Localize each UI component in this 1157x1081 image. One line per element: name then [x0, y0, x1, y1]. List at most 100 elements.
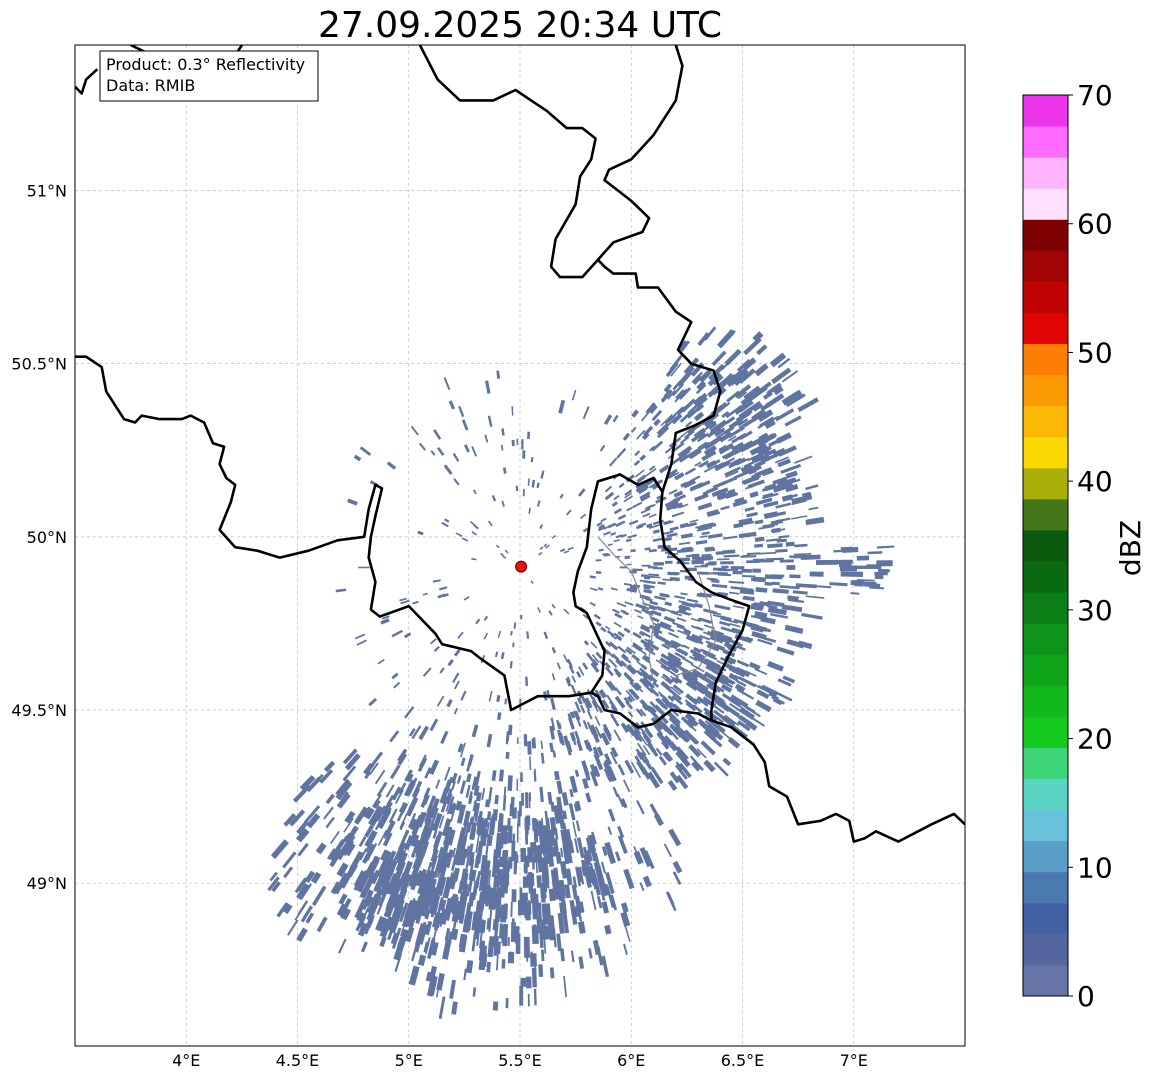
echo-cell	[560, 860, 568, 879]
echo-cell	[437, 593, 446, 599]
echo-cell	[630, 426, 637, 433]
echo-cell	[697, 480, 711, 489]
echo-cell	[774, 408, 795, 422]
echo-cell	[450, 928, 459, 941]
echo-cell	[483, 615, 489, 621]
echo-cell	[632, 729, 643, 743]
echo-cell	[339, 834, 356, 855]
echo-cell	[675, 474, 685, 481]
echo-cell	[769, 352, 787, 368]
echo-cell	[726, 370, 745, 387]
echo-cell	[569, 775, 578, 794]
echo-cell	[588, 948, 593, 959]
echo-cell	[777, 477, 797, 486]
echo-cell	[748, 468, 757, 475]
echo-cell	[572, 876, 578, 888]
echo-cell	[614, 851, 621, 862]
echo-cell	[449, 796, 455, 807]
echo-cell	[389, 764, 401, 780]
echo-cell	[389, 876, 400, 896]
echo-cell	[754, 363, 769, 377]
echo-cell	[556, 780, 563, 795]
echo-cell	[709, 634, 724, 644]
echo-cell	[639, 491, 651, 500]
echo-cell	[420, 881, 428, 900]
echo-cell	[576, 837, 585, 859]
echo-cell	[723, 704, 741, 718]
echo-cell	[527, 993, 530, 1007]
echo-cell	[624, 601, 634, 606]
echo-cell	[267, 876, 280, 892]
echo-cell	[386, 461, 397, 470]
echo-cell	[609, 713, 620, 727]
echo-cell	[609, 457, 618, 467]
echo-cell	[644, 850, 655, 870]
echo-cell	[795, 583, 818, 589]
echo-cell	[648, 524, 661, 530]
echo-cell	[565, 868, 573, 886]
echo-cell	[644, 547, 651, 551]
echo-cell	[461, 837, 467, 853]
echo-cell	[772, 588, 789, 594]
echo-cell	[426, 822, 435, 839]
echo-cell	[657, 581, 666, 585]
echo-cell	[656, 622, 668, 630]
info-box: Product: 0.3° Reflectivity Data: RMIB	[99, 50, 319, 102]
echo-cell	[724, 457, 736, 465]
echo-cell	[671, 511, 685, 518]
echo-cell	[758, 525, 775, 530]
echo-cell	[327, 848, 337, 860]
echo-cell	[300, 905, 314, 923]
echo-cell	[708, 363, 725, 381]
colorbar-tick-label: 30	[1077, 594, 1113, 627]
echo-cell	[610, 531, 617, 536]
echo-cell	[652, 529, 660, 534]
echo-cell	[458, 853, 465, 866]
echo-cell	[669, 771, 681, 784]
echo-cell	[364, 824, 375, 838]
echo-cell	[531, 856, 535, 870]
echo-cell	[591, 659, 599, 667]
echo-cell	[361, 843, 376, 864]
echo-cell	[627, 664, 638, 674]
echo-cell	[613, 621, 622, 628]
echo-cell	[502, 555, 507, 559]
echo-cell	[441, 521, 449, 528]
echo-cell	[675, 746, 689, 761]
echo-cell	[417, 757, 428, 772]
echo-cell	[364, 829, 378, 848]
echo-cell	[452, 452, 460, 462]
echo-cell	[777, 357, 791, 369]
echo-cell	[613, 729, 622, 742]
echo-cell	[487, 520, 493, 527]
echo-cell	[516, 737, 519, 744]
echo-cell	[455, 800, 463, 811]
echo-cell	[432, 812, 443, 832]
echo-cell	[597, 525, 606, 532]
echo-cell	[589, 587, 598, 592]
echo-cell	[540, 935, 544, 947]
echo-cell	[543, 855, 549, 868]
echo-cell	[688, 744, 702, 758]
echo-cell	[447, 659, 454, 667]
echo-cell	[631, 409, 640, 418]
echo-cell	[421, 841, 430, 858]
echo-cell	[391, 927, 402, 949]
echo-cell	[343, 817, 354, 833]
echo-cell	[488, 909, 493, 932]
echo-cell	[624, 492, 633, 499]
echo-cell	[693, 392, 708, 407]
colorbar-segment	[1023, 157, 1068, 189]
echo-cell	[808, 506, 819, 511]
echo-cell	[576, 719, 582, 727]
echo-cell	[636, 660, 645, 668]
echo-cell	[603, 727, 612, 742]
echo-cell	[569, 789, 574, 798]
echo-cell	[694, 493, 709, 502]
echo-cell	[472, 489, 477, 495]
echo-cell	[583, 739, 591, 750]
echo-cell	[728, 417, 744, 430]
echo-cell	[336, 903, 348, 917]
echo-cell	[460, 807, 465, 819]
map-plot-area[interactable]	[74, 44, 966, 1047]
